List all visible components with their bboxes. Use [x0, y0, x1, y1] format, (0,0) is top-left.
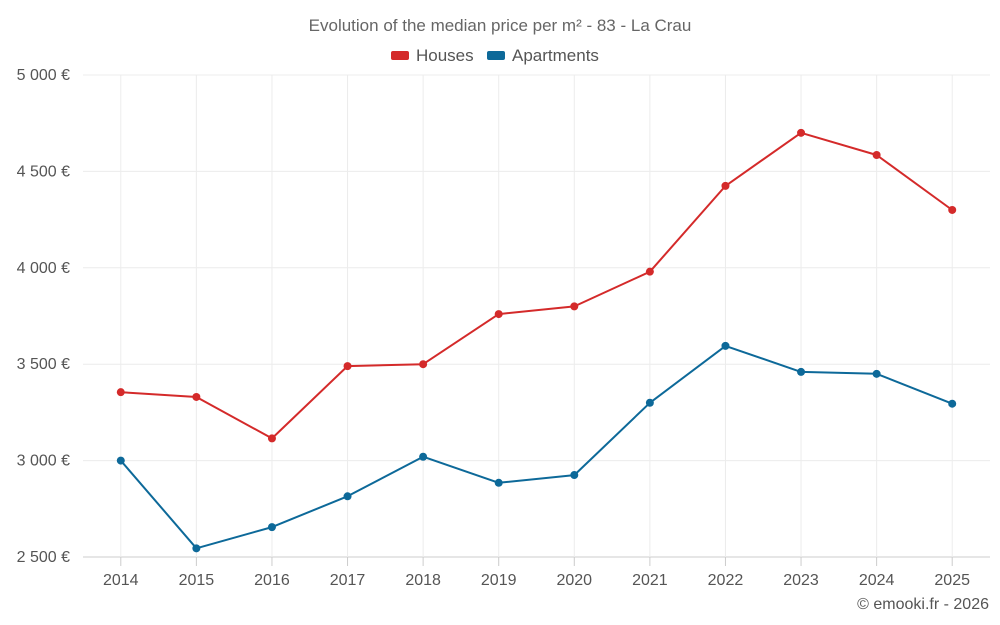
legend: Houses Apartments — [391, 46, 599, 65]
series-line-apartments — [119, 344, 954, 550]
chart-title: Evolution of the median price per m² - 8… — [309, 16, 692, 35]
data-point-houses[interactable] — [494, 310, 503, 319]
x-tick-label: 2015 — [179, 572, 215, 589]
credit-text[interactable]: © emooki.fr - 2026 — [857, 596, 989, 613]
x-tick-label: 2021 — [632, 572, 668, 589]
data-point-houses[interactable] — [267, 434, 276, 443]
data-point-apartments[interactable] — [267, 523, 276, 532]
x-tick-label: 2016 — [254, 572, 290, 589]
x-tick-label: 2017 — [330, 572, 366, 589]
data-point-apartments[interactable] — [494, 478, 503, 487]
data-point-apartments[interactable] — [872, 369, 881, 378]
y-tick-label: 5 000 € — [17, 67, 70, 84]
y-tick-label: 4 000 € — [17, 260, 70, 277]
legend-marker-apartments — [487, 51, 505, 60]
y-tick-label: 3 000 € — [17, 453, 70, 470]
series-line-houses — [119, 131, 954, 440]
data-point-apartments[interactable] — [570, 471, 579, 480]
grid-lines — [83, 74, 990, 558]
y-tick-label: 3 500 € — [17, 356, 70, 373]
data-point-apartments[interactable] — [343, 492, 352, 501]
data-point-apartments[interactable] — [645, 398, 654, 407]
data-point-apartments[interactable] — [419, 452, 428, 461]
x-tick-label: 2024 — [859, 572, 895, 589]
data-point-houses[interactable] — [116, 388, 125, 397]
legend-marker-houses — [391, 51, 409, 60]
legend-label-houses[interactable]: Houses — [416, 46, 474, 65]
x-tick-label: 2018 — [405, 572, 441, 589]
data-point-houses[interactable] — [797, 128, 806, 137]
y-axis: 2 500 € 3 000 € 3 500 € 4 000 € 4 500 € 5 000… — [17, 67, 70, 566]
data-point-houses[interactable] — [948, 205, 957, 214]
y-tick-label: 4 500 € — [17, 163, 70, 180]
data-point-houses[interactable] — [721, 181, 730, 190]
legend-label-apartments[interactable]: Apartments — [512, 46, 599, 65]
x-axis: 2014 2015 2016 2017 2018 2019 2020 2021 2022 2023… — [103, 557, 970, 589]
data-point-apartments[interactable] — [948, 399, 957, 408]
x-tick-label: 2014 — [103, 572, 139, 589]
x-tick-label: 2020 — [556, 572, 592, 589]
data-point-apartments[interactable] — [721, 341, 730, 350]
data-point-houses[interactable] — [343, 362, 352, 371]
data-point-apartments[interactable] — [116, 456, 125, 465]
data-point-houses[interactable] — [872, 151, 881, 160]
y-tick-label: 2 500 € — [17, 549, 70, 566]
x-tick-label: 2025 — [934, 572, 970, 589]
data-point-houses[interactable] — [645, 267, 654, 276]
x-tick-label: 2022 — [708, 572, 744, 589]
data-point-apartments[interactable] — [192, 544, 201, 553]
data-point-apartments[interactable] — [797, 367, 806, 376]
data-point-houses[interactable] — [419, 360, 428, 369]
data-point-houses[interactable] — [570, 302, 579, 311]
series-layer — [116, 128, 957, 553]
data-point-houses[interactable] — [192, 392, 201, 401]
x-tick-label: 2019 — [481, 572, 517, 589]
x-tick-label: 2023 — [783, 572, 819, 589]
